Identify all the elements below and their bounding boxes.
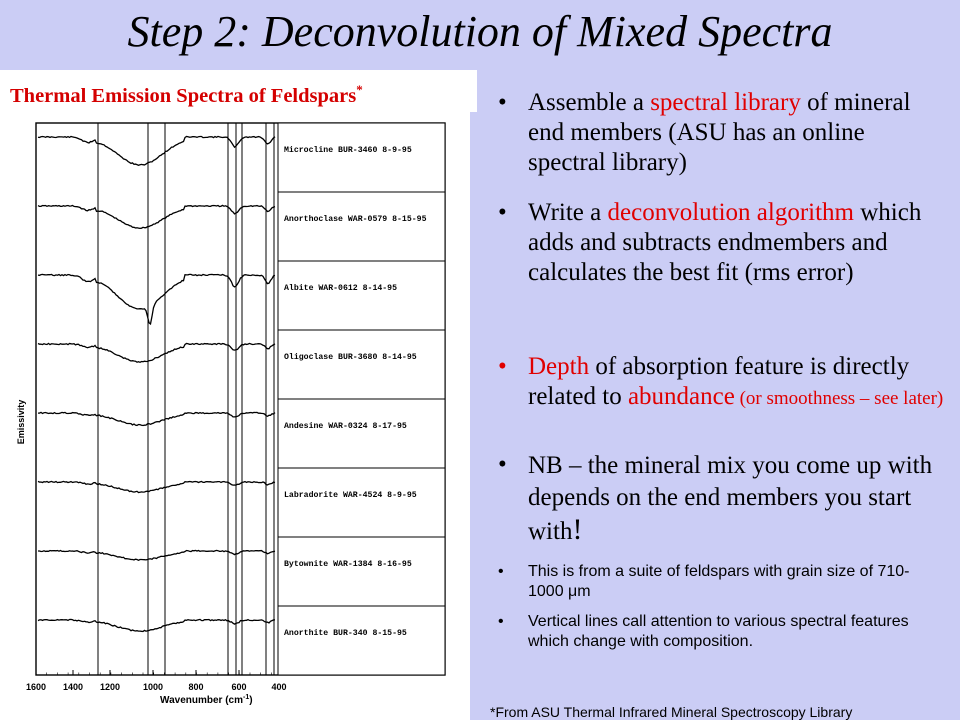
y-axis-label: Emissivity: [16, 400, 26, 445]
bullet-text-part: NB – the mineral mix you come up with de…: [528, 452, 933, 545]
spectrum-label-box: [277, 260, 446, 331]
spectrum-label: Bytownite WAR-1384 8-16-95: [284, 559, 412, 569]
bullet-text-highlight: abundance: [627, 383, 735, 410]
x-tick-label: 600: [231, 682, 246, 692]
spectrum-label-box: [277, 398, 446, 469]
spectrum-curve: [38, 549, 276, 562]
bullet-dot: •: [498, 199, 507, 226]
spectrum-curve: [37, 342, 276, 364]
spectrum-curve: [37, 618, 275, 633]
bullet-text-part: Assemble a: [528, 89, 651, 116]
spectrum-label: Anorthoclase WAR-0579 8-15-95: [284, 214, 427, 224]
feature-lines: [97, 123, 275, 675]
spectrum-label: Andesine WAR-0324 8-17-95: [284, 421, 407, 431]
figure-title: Thermal Emission Spectra of Feldspars*: [10, 82, 363, 108]
bullet-text-highlight: Depth: [528, 353, 590, 380]
spectrum-curve: [37, 480, 276, 494]
bullet-text: Depth of absorption feature is directly …: [528, 352, 948, 414]
bullet-text: Write a deconvolution algorithm which ad…: [528, 198, 948, 288]
axis-labels: 1600 1400 1200 1000 800 600 400 Wavenumber (cm-…: [16, 400, 287, 706]
spectra-figure: Microcline BUR-3460 8-9-95 Anorthoclase W…: [16, 122, 446, 706]
spectrum-label: Oligoclase BUR-3680 8-14-95: [284, 352, 417, 362]
bullet-text-note: (or smoothness – see later): [734, 388, 944, 409]
x-tick-label: 400: [271, 682, 286, 692]
spectrum-curve: [37, 204, 276, 230]
spectra-label-boxes: Microcline BUR-3460 8-9-95 Anorthoclase W…: [277, 122, 446, 676]
bullet-text-part: which adds and subtracts endmembers and …: [528, 199, 922, 286]
x-tick-label: 800: [188, 682, 203, 692]
bullet-text: Vertical lines call attention to various…: [528, 613, 909, 650]
bullet-text-part: of absorption feature is directly relate…: [528, 353, 910, 410]
spectrum-curve: [37, 273, 276, 326]
figure-title-text: Thermal Emission Spectra of Feldspars: [10, 84, 357, 107]
spectrum-curve: [37, 135, 276, 166]
spectrum-label: Microcline BUR-3460 8-9-95: [284, 145, 412, 155]
slide-title: Step 2: Deconvolution of Mixed Spectra: [127, 7, 833, 56]
bullet-text: This is from a suite of feldspars with g…: [528, 563, 910, 600]
spectrum-curve: [38, 411, 276, 427]
spectrum-label-box: [277, 605, 446, 676]
bullet-dot: •: [498, 613, 504, 630]
bullet-text-part: !: [572, 513, 583, 546]
spectrum-label-box: [277, 467, 446, 538]
spectrum-label: Anorthite BUR-340 8-15-95: [284, 628, 407, 638]
figure-title-mark: *: [356, 82, 363, 97]
spectra-curves: [37, 135, 276, 633]
spectrum-label: Labradorite WAR-4524 8-9-95: [284, 490, 417, 500]
spectrum-label: Albite WAR-0612 8-14-95: [284, 283, 397, 293]
x-tick-label: 1000: [143, 682, 163, 692]
spectrum-label-box: [277, 536, 446, 607]
x-tick-label: 1400: [63, 682, 83, 692]
bullet-dot: •: [498, 89, 507, 116]
bullet-dot: •: [498, 563, 504, 580]
x-axis-label: Wavenumber (cm-1): [160, 694, 253, 706]
bullet-text: Assemble a spectral library of mineral e…: [528, 88, 948, 178]
bullet-text-part: of mineral end members (ASU has an onlin…: [528, 89, 911, 176]
spectrum-label-box: [277, 122, 446, 193]
x-tick-label: 1200: [100, 682, 120, 692]
bullet-dot: •: [498, 451, 507, 478]
bullet-text-highlight: deconvolution algorithm: [607, 199, 854, 226]
x-axis-label-sup: -1: [243, 694, 249, 701]
footnote: *From ASU Thermal Infrared Mineral Spect…: [490, 704, 853, 720]
spectrum-label-box: [277, 329, 446, 400]
x-axis-label-end: ): [249, 695, 252, 706]
bullet-text-part: Write a: [528, 199, 608, 226]
bullet-text-highlight: spectral library: [650, 89, 801, 116]
x-tick-label: 1600: [26, 682, 46, 692]
spectrum-label-box: [277, 191, 446, 262]
bullet-text: NB – the mineral mix you come up with de…: [528, 450, 948, 548]
bullet-dot: •: [498, 353, 507, 380]
figure-title-box: [0, 70, 477, 112]
